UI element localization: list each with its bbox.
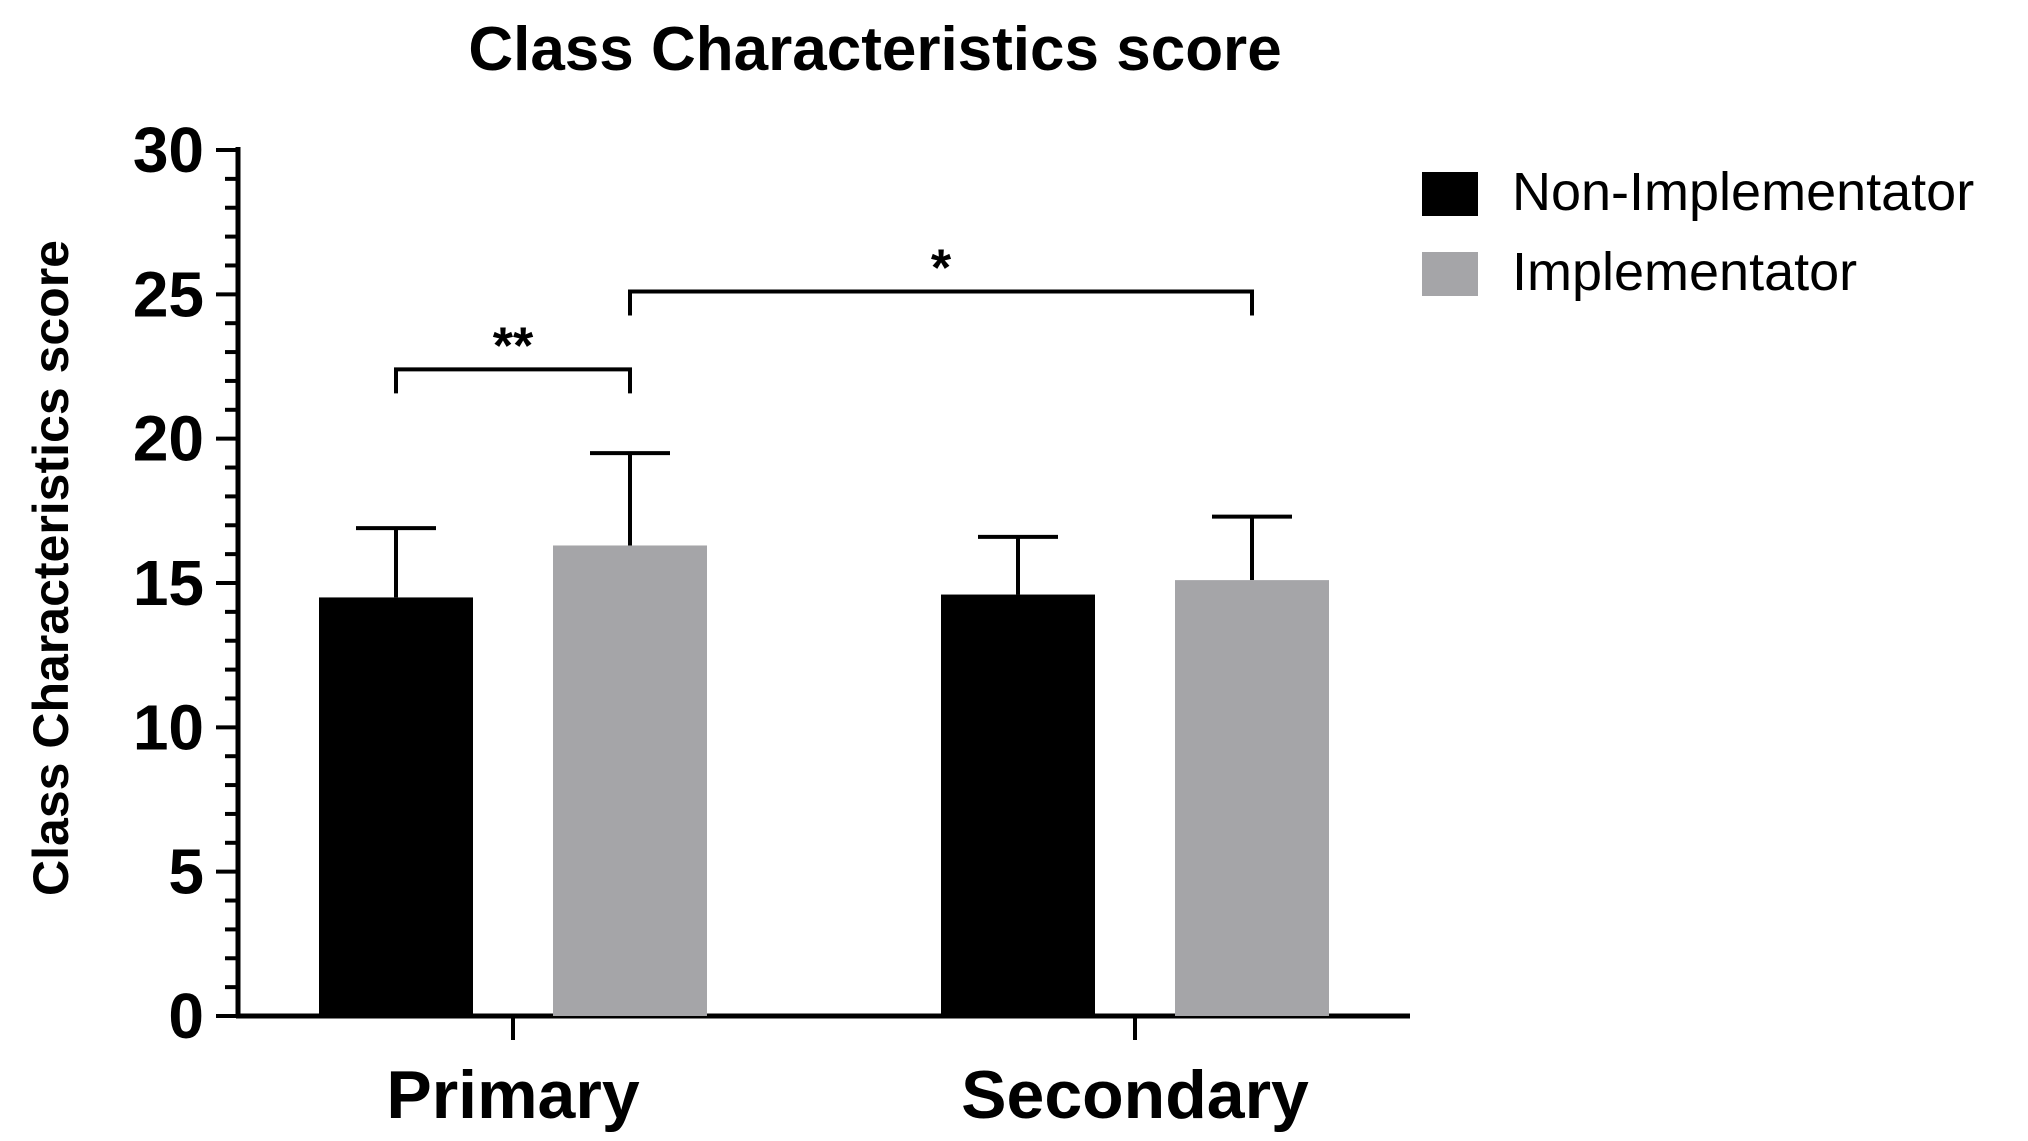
y-axis-label: Class Characteristics score xyxy=(23,240,79,896)
y-tick-label: 5 xyxy=(168,836,204,908)
significance-label: * xyxy=(931,239,952,297)
x-tick-label: Primary xyxy=(386,1057,639,1133)
x-tick-label: Secondary xyxy=(961,1057,1309,1133)
significance-bracket xyxy=(628,289,1254,316)
legend-swatch xyxy=(1422,172,1478,216)
bar xyxy=(1175,580,1329,1016)
bar xyxy=(319,597,473,1016)
legend-label: Non-Implementator xyxy=(1512,162,1974,222)
chart-title: Class Characteristics score xyxy=(468,15,1281,84)
significance-label: ** xyxy=(493,317,534,375)
y-tick-label: 10 xyxy=(133,691,204,763)
significance-bracket xyxy=(394,367,632,394)
bar xyxy=(941,594,1095,1016)
legend: Non-Implementator Implementator xyxy=(1422,162,1974,302)
y-tick-label: 15 xyxy=(133,547,204,619)
legend-swatch xyxy=(1422,252,1478,296)
y-tick-label: 30 xyxy=(133,114,204,186)
y-tick-label: 20 xyxy=(133,403,204,475)
y-tick-label: 0 xyxy=(168,980,204,1052)
y-tick-label: 25 xyxy=(133,258,204,330)
legend-label: Implementator xyxy=(1512,242,1857,302)
bar xyxy=(553,545,707,1016)
